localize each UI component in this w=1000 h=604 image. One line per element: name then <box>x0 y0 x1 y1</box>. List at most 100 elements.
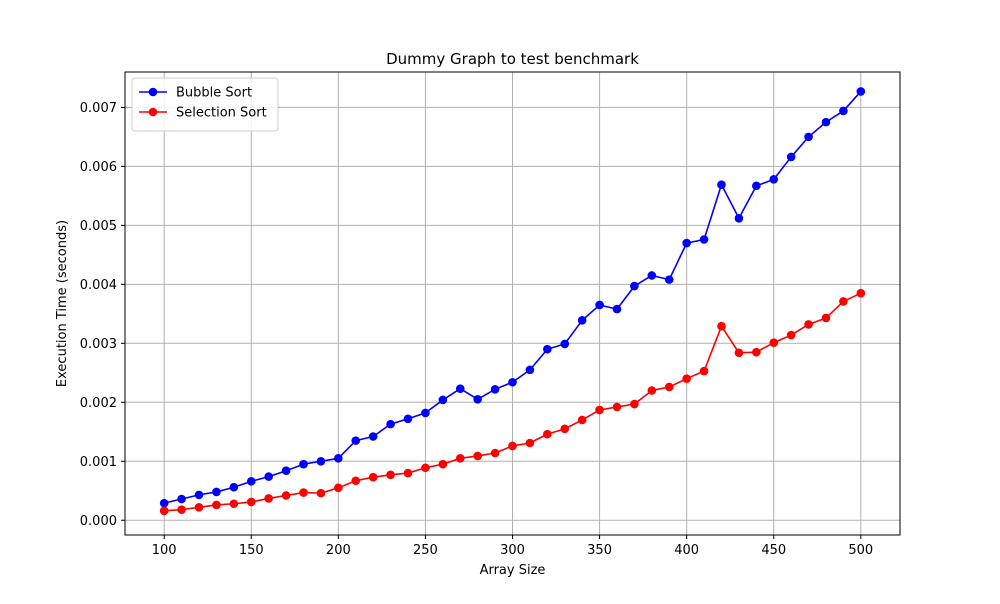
y-tick-label: 0.004 <box>80 278 117 293</box>
bubble-sort-point <box>438 395 448 405</box>
selection-sort-point <box>856 288 866 298</box>
series-group <box>159 87 866 516</box>
bubble-sort-point <box>664 275 674 284</box>
bubble-sort-point <box>473 395 482 404</box>
bubble-sort-point <box>543 344 552 354</box>
bubble-sort-point <box>769 175 779 184</box>
bubble-sort-point <box>821 117 831 127</box>
selection-sort-point <box>316 488 326 498</box>
bubble-sort-point <box>159 498 169 508</box>
grid <box>125 72 900 535</box>
x-tick-label: 450 <box>761 543 786 558</box>
x-tick-label: 150 <box>239 543 264 558</box>
chart-title: Dummy Graph to test benchmark <box>386 50 639 68</box>
legend-box <box>131 77 279 132</box>
bubble-sort-point <box>177 494 186 504</box>
y-axis-label: Execution Time (seconds) <box>55 220 70 387</box>
selection-sort-point <box>647 386 657 395</box>
bubble-sort-point <box>525 365 535 375</box>
y-tick-label: 0.001 <box>80 455 117 470</box>
selection-sort-point <box>560 424 570 434</box>
bubble-sort-point <box>839 106 848 116</box>
selection-sort-point <box>473 451 482 461</box>
selection-sort-point <box>386 470 395 480</box>
bubble-sort-point <box>403 414 413 424</box>
y-tick-label: 0.006 <box>80 160 117 175</box>
axis-ticks: 100 150 200 250 300 350 400 450 500 0.000 0.001 0.0… <box>80 101 873 558</box>
bubble-sort-point <box>647 271 657 280</box>
selection-sort-point <box>630 399 639 409</box>
selection-sort-point <box>543 429 552 439</box>
bubble-sort-point <box>229 482 239 492</box>
legend-label-bubble-sort: Bubble Sort <box>176 86 252 101</box>
selection-sort-point <box>786 330 796 340</box>
y-tick-label: 0.000 <box>80 514 117 529</box>
x-tick-label: 100 <box>152 543 177 558</box>
selection-sort-point <box>246 497 256 507</box>
selection-sort-point <box>717 321 726 331</box>
bubble-sort-point <box>490 385 500 394</box>
selection-sort-point <box>821 313 831 323</box>
y-tick-label: 0.003 <box>80 337 117 352</box>
selection-sort-point <box>612 402 622 412</box>
selection-sort-point <box>455 454 465 463</box>
selection-sort-point <box>595 405 604 415</box>
x-tick-label: 300 <box>500 543 525 558</box>
selection-sort-point <box>177 505 186 514</box>
bubble-sort-point <box>421 408 430 418</box>
bubble-sort-point <box>734 213 744 223</box>
bubble-sort-point <box>299 459 308 469</box>
bubble-sort-point <box>612 304 622 314</box>
bubble-sort-point <box>316 456 326 466</box>
selection-sort-point <box>334 483 343 493</box>
selection-sort-point <box>194 502 204 512</box>
bubble-sort-point <box>804 132 813 142</box>
bubble-sort-point <box>455 384 465 394</box>
selection-sort-point <box>159 506 169 516</box>
legend-label-selection-sort: Selection Sort <box>176 106 267 121</box>
selection-sort-point <box>752 347 761 357</box>
bubble-sort-point <box>212 487 221 497</box>
bubble-sort-point <box>508 377 517 387</box>
bubble-sort-point <box>334 454 343 463</box>
selection-sort-point <box>229 499 239 509</box>
legend: Bubble Sort Selection Sort <box>131 77 279 132</box>
selection-sort-point <box>212 500 221 510</box>
y-tick-label: 0.007 <box>80 101 117 116</box>
selection-sort-point <box>577 415 587 425</box>
x-tick-label: 250 <box>413 543 438 558</box>
y-tick-label: 0.005 <box>80 219 117 234</box>
bubble-sort-point <box>577 316 587 325</box>
selection-sort-point <box>438 459 448 469</box>
bubble-sort-point <box>386 419 395 429</box>
x-tick-label: 350 <box>587 543 612 558</box>
selection-sort-point <box>804 320 813 329</box>
selection-sort-point <box>664 382 674 392</box>
y-tick-label: 0.002 <box>80 396 117 411</box>
bubble-sort-point <box>560 339 570 349</box>
bubble-sort-point <box>752 181 761 191</box>
x-tick-label: 500 <box>848 543 873 558</box>
bubble-sort-point <box>699 235 709 244</box>
bubble-sort-point <box>368 432 378 441</box>
selection-sort-point <box>351 476 361 486</box>
selection-sort-point <box>769 338 779 348</box>
bubble-sort-point <box>194 490 204 500</box>
legend-marker-selection-sort <box>148 107 158 117</box>
bubble-sort-point <box>717 180 726 189</box>
selection-sort-point <box>368 472 378 482</box>
bubble-sort-point <box>856 87 866 96</box>
selection-sort-point <box>839 297 848 306</box>
selection-sort-point <box>403 468 413 478</box>
selection-sort-point <box>421 463 430 473</box>
bubble-sort-point <box>630 281 639 291</box>
bubble-sort-point <box>281 466 291 476</box>
selection-sort-point <box>264 494 273 503</box>
selection-sort-point <box>508 441 517 451</box>
x-tick-label: 400 <box>674 543 699 558</box>
selection-sort-point <box>682 374 691 384</box>
bubble-sort-point <box>786 152 796 162</box>
x-tick-label: 200 <box>326 543 351 558</box>
